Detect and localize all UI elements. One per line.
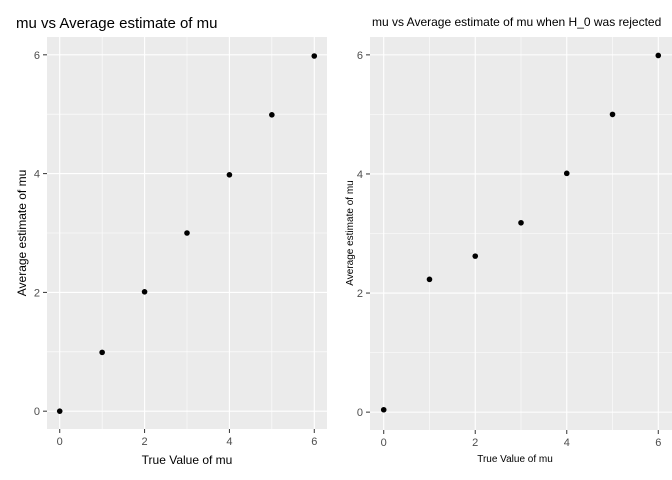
left-plot-x-tick-label: 4: [226, 436, 232, 448]
right-plot-y-axis-label: Average estimate of mu: [345, 180, 356, 285]
right-plot-y-tick-label: 0: [357, 407, 363, 419]
right-plot-point: [380, 406, 387, 413]
right-plot-point: [655, 52, 662, 59]
right-plot-y-tick-label: 2: [357, 288, 363, 300]
left-plot-y-axis-label: Average estimate of mu: [15, 170, 29, 297]
left-plot-y-tick-label: 0: [34, 406, 40, 418]
left-plot: mu vs Average estimate of mu 0 2 4 6 0 2 4 6 Tr…: [15, 15, 327, 467]
right-plot-x-tick-label: 6: [655, 437, 661, 449]
right-plot-point: [609, 111, 616, 118]
right-plot-point: [563, 170, 570, 177]
right-plot-y-tick-label: 4: [357, 169, 363, 181]
left-plot-point: [311, 53, 318, 59]
left-plot-point: [141, 289, 148, 295]
left-plot-y-tick-label: 2: [34, 287, 40, 299]
left-plot-point: [226, 171, 233, 178]
right-plot-x-axis-label: True Value of mu: [477, 454, 553, 465]
left-plot-x-tick-label: 6: [311, 436, 317, 448]
left-plot-x-tick-label: 0: [57, 436, 63, 448]
right-plot-y-tick-label: 6: [357, 50, 363, 62]
right-plot-point: [518, 219, 524, 226]
left-plot-y-tick-label: 4: [34, 169, 40, 181]
right-plot-title: mu vs Average estimate of mu when H_0 wa…: [372, 15, 661, 29]
right-plot-x-tick-label: 2: [472, 437, 478, 449]
left-plot-x-axis-label: True Value of mu: [142, 453, 233, 467]
right-plot: mu vs Average estimate of mu when H_0 wa…: [345, 15, 672, 465]
right-plot-point: [472, 253, 479, 259]
left-plot-point: [99, 349, 105, 356]
left-plot-point: [56, 408, 63, 414]
right-plot-point: [426, 276, 433, 283]
left-plot-point: [184, 230, 190, 236]
left-plot-title: mu vs Average estimate of mu: [16, 15, 217, 32]
right-plot-x-tick-label: 4: [564, 437, 570, 449]
left-plot-point: [269, 112, 275, 118]
left-plot-x-tick-label: 2: [142, 436, 148, 448]
right-plot-x-tick-label: 0: [381, 437, 387, 449]
left-plot-y-tick-label: 6: [34, 50, 40, 62]
